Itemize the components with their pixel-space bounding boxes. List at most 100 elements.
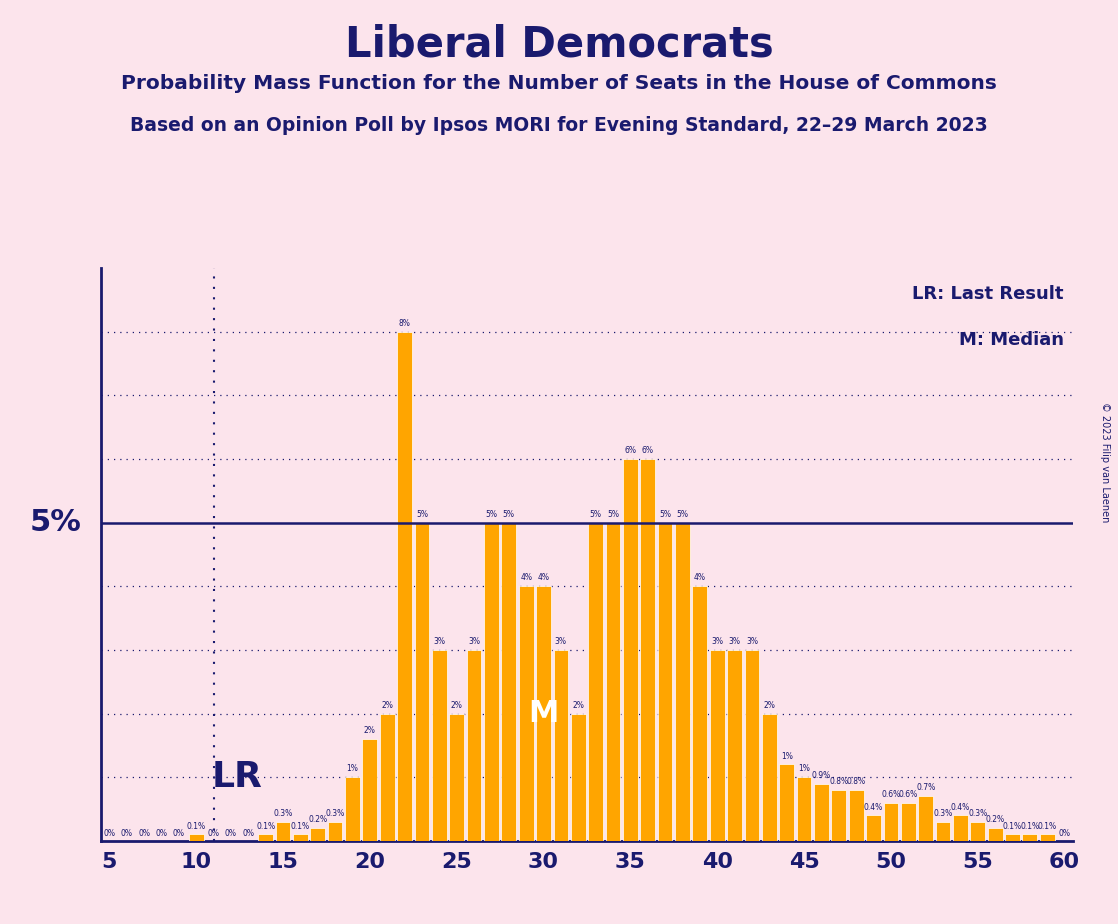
Text: 3%: 3%	[746, 637, 758, 646]
Bar	[293, 834, 307, 841]
Text: 1%: 1%	[780, 751, 793, 760]
Text: LR: LR	[211, 760, 263, 795]
Text: 3%: 3%	[555, 637, 567, 646]
Bar	[849, 790, 863, 841]
Text: 0.6%: 0.6%	[899, 790, 918, 799]
Bar	[1005, 834, 1020, 841]
Text: 5%: 5%	[676, 510, 689, 518]
Bar	[797, 777, 812, 841]
Text: 0%: 0%	[121, 830, 133, 838]
Bar	[537, 586, 551, 841]
Text: Liberal Democrats: Liberal Democrats	[344, 23, 774, 65]
Bar	[641, 459, 655, 841]
Bar	[362, 739, 377, 841]
Text: 6%: 6%	[624, 446, 636, 456]
Bar	[692, 586, 708, 841]
Bar	[328, 821, 342, 841]
Bar	[345, 777, 360, 841]
Bar	[866, 815, 881, 841]
Text: 0.2%: 0.2%	[309, 815, 328, 824]
Bar	[1040, 834, 1054, 841]
Text: 0.1%: 0.1%	[291, 821, 310, 831]
Bar	[397, 332, 411, 841]
Text: 0%: 0%	[173, 830, 184, 838]
Text: 5%: 5%	[485, 510, 498, 518]
Text: 3%: 3%	[434, 637, 445, 646]
Text: M: M	[529, 699, 559, 728]
Text: 0%: 0%	[225, 830, 237, 838]
Bar	[1023, 834, 1038, 841]
Bar	[380, 713, 395, 841]
Text: 0.1%: 0.1%	[256, 821, 275, 831]
Text: 3%: 3%	[468, 637, 480, 646]
Text: 0%: 0%	[208, 830, 219, 838]
Text: 4%: 4%	[694, 574, 705, 582]
Text: 5%: 5%	[503, 510, 514, 518]
Text: © 2023 Filip van Laenen: © 2023 Filip van Laenen	[1100, 402, 1110, 522]
Bar	[189, 834, 203, 841]
Text: 2%: 2%	[764, 700, 775, 710]
Text: 0.1%: 0.1%	[1021, 821, 1040, 831]
Bar	[432, 650, 447, 841]
Text: 0.1%: 0.1%	[1003, 821, 1022, 831]
Text: 0.8%: 0.8%	[830, 777, 849, 786]
Bar	[762, 713, 777, 841]
Text: 2%: 2%	[451, 700, 463, 710]
Bar	[970, 821, 985, 841]
Text: 0.3%: 0.3%	[325, 808, 344, 818]
Text: LR: Last Result: LR: Last Result	[912, 286, 1063, 303]
Bar	[623, 459, 637, 841]
Text: M: Median: M: Median	[958, 331, 1063, 349]
Text: 0.4%: 0.4%	[864, 803, 883, 811]
Bar	[466, 650, 482, 841]
Text: Based on an Opinion Poll by Ipsos MORI for Evening Standard, 22–29 March 2023: Based on an Opinion Poll by Ipsos MORI f…	[130, 116, 988, 136]
Text: 2%: 2%	[572, 700, 585, 710]
Bar	[258, 834, 273, 841]
Text: 8%: 8%	[399, 319, 410, 328]
Text: Probability Mass Function for the Number of Seats in the House of Commons: Probability Mass Function for the Number…	[121, 74, 997, 93]
Text: 0%: 0%	[243, 830, 254, 838]
Text: 0.3%: 0.3%	[934, 808, 953, 818]
Text: 3%: 3%	[729, 637, 740, 646]
Text: 4%: 4%	[538, 574, 550, 582]
Bar	[588, 523, 603, 841]
Bar	[449, 713, 464, 841]
Text: 3%: 3%	[711, 637, 723, 646]
Bar	[814, 784, 828, 841]
Text: 0.7%: 0.7%	[916, 784, 936, 793]
Bar	[657, 523, 673, 841]
Bar	[727, 650, 742, 841]
Bar	[918, 796, 934, 841]
Text: 0.4%: 0.4%	[950, 803, 970, 811]
Bar	[606, 523, 620, 841]
Text: 0.2%: 0.2%	[986, 815, 1005, 824]
Bar	[883, 803, 898, 841]
Text: 6%: 6%	[642, 446, 654, 456]
Bar	[519, 586, 533, 841]
Bar	[571, 713, 586, 841]
Bar	[953, 815, 968, 841]
Text: 0%: 0%	[138, 830, 150, 838]
Bar	[675, 523, 690, 841]
Text: 0.3%: 0.3%	[274, 808, 293, 818]
Bar	[501, 523, 517, 841]
Text: 5%: 5%	[416, 510, 428, 518]
Text: 0%: 0%	[103, 830, 115, 838]
Bar	[553, 650, 568, 841]
Text: 1%: 1%	[798, 764, 811, 773]
Bar	[276, 821, 291, 841]
Text: 4%: 4%	[520, 574, 532, 582]
Text: 1%: 1%	[347, 764, 359, 773]
Text: 0.8%: 0.8%	[846, 777, 865, 786]
Text: 0.1%: 0.1%	[187, 821, 206, 831]
Text: 0.6%: 0.6%	[881, 790, 900, 799]
Bar	[936, 821, 950, 841]
Text: 2%: 2%	[381, 700, 394, 710]
Bar	[901, 803, 916, 841]
Bar	[710, 650, 724, 841]
Text: 0.3%: 0.3%	[968, 808, 987, 818]
Text: 5%: 5%	[589, 510, 601, 518]
Text: 0%: 0%	[155, 830, 168, 838]
Bar	[832, 790, 846, 841]
Bar	[779, 764, 794, 841]
